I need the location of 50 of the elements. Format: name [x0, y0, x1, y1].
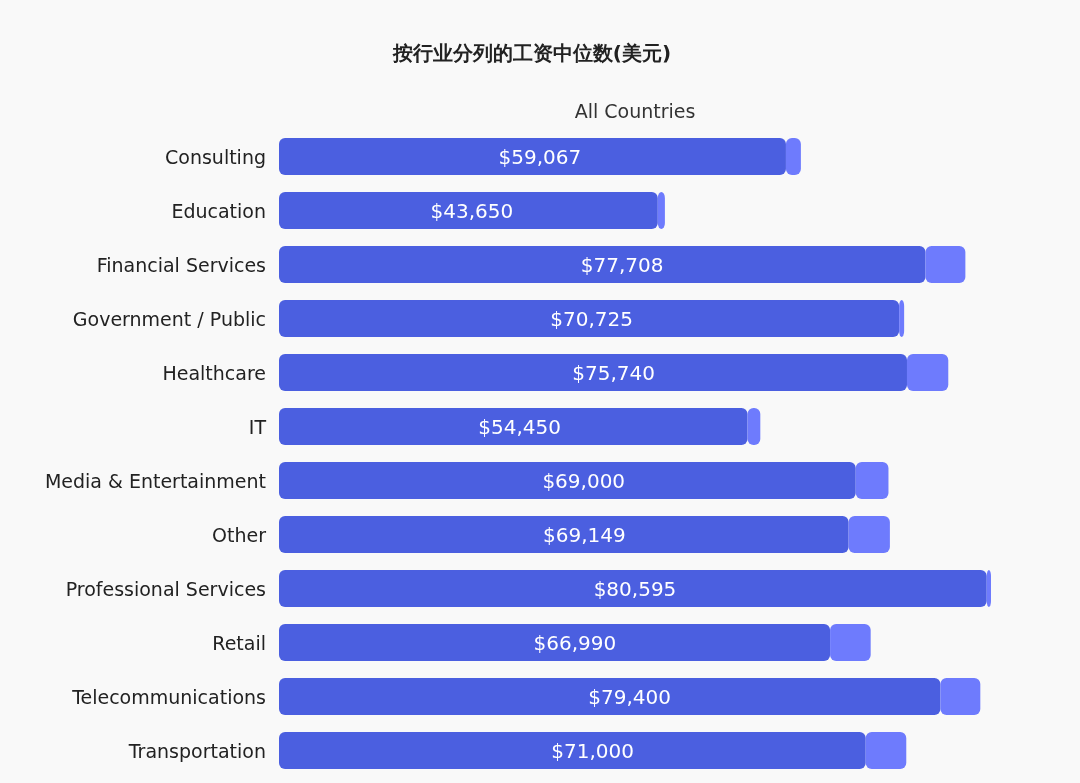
y-tick-label: Consulting	[165, 145, 266, 168]
annotation: $69,149	[543, 522, 626, 547]
bar	[925, 246, 966, 283]
chart-title: 按行业分列的工资中位数(美元)	[391, 41, 672, 65]
bar	[830, 624, 871, 661]
bar	[848, 516, 890, 553]
bar	[279, 192, 658, 229]
bar	[657, 192, 665, 229]
y-tick-label: Retail	[212, 631, 266, 654]
bar	[747, 408, 761, 445]
bar	[906, 354, 949, 391]
annotation: $70,725	[550, 306, 633, 331]
bar	[279, 732, 866, 769]
y-tick-label: Education	[171, 199, 266, 222]
bar	[279, 516, 849, 553]
chart-subtitle: All Countries	[574, 100, 696, 122]
y-tick-label: Financial Services	[96, 253, 266, 276]
y-tick-label: Healthcare	[162, 361, 266, 384]
bar	[986, 570, 991, 607]
bar	[279, 246, 926, 283]
annotation: $75,740	[572, 360, 655, 385]
annotation: $77,708	[580, 252, 664, 277]
annotation: $66,990	[533, 630, 617, 655]
annotation: $80,595	[593, 576, 677, 601]
annotation: $54,450	[478, 414, 562, 439]
bar	[279, 138, 786, 175]
bar	[940, 678, 981, 715]
bar	[785, 138, 801, 175]
bar	[865, 732, 907, 769]
bar	[899, 300, 905, 337]
y-tick-label: Transportation	[127, 739, 266, 762]
bar	[279, 624, 831, 661]
bar	[279, 354, 907, 391]
y-tick-label: Telecommunications	[71, 685, 266, 708]
bar	[279, 462, 856, 499]
bar	[279, 570, 987, 607]
y-tick-label: Media & Entertainment	[44, 469, 266, 492]
bar	[279, 678, 941, 715]
bar	[855, 462, 889, 499]
annotation: $43,650	[430, 198, 514, 223]
y-tick-label: Government / Public	[72, 307, 266, 330]
annotation: $69,000	[542, 468, 626, 493]
y-tick-label: Professional Services	[65, 577, 266, 600]
y-tick-label: Other	[212, 523, 267, 546]
bar	[279, 300, 900, 337]
annotation: $79,400	[588, 684, 672, 709]
annotation: $71,000	[551, 738, 634, 763]
bar	[279, 408, 748, 445]
y-tick-label: IT	[248, 415, 267, 438]
annotation: $59,067	[498, 144, 582, 169]
